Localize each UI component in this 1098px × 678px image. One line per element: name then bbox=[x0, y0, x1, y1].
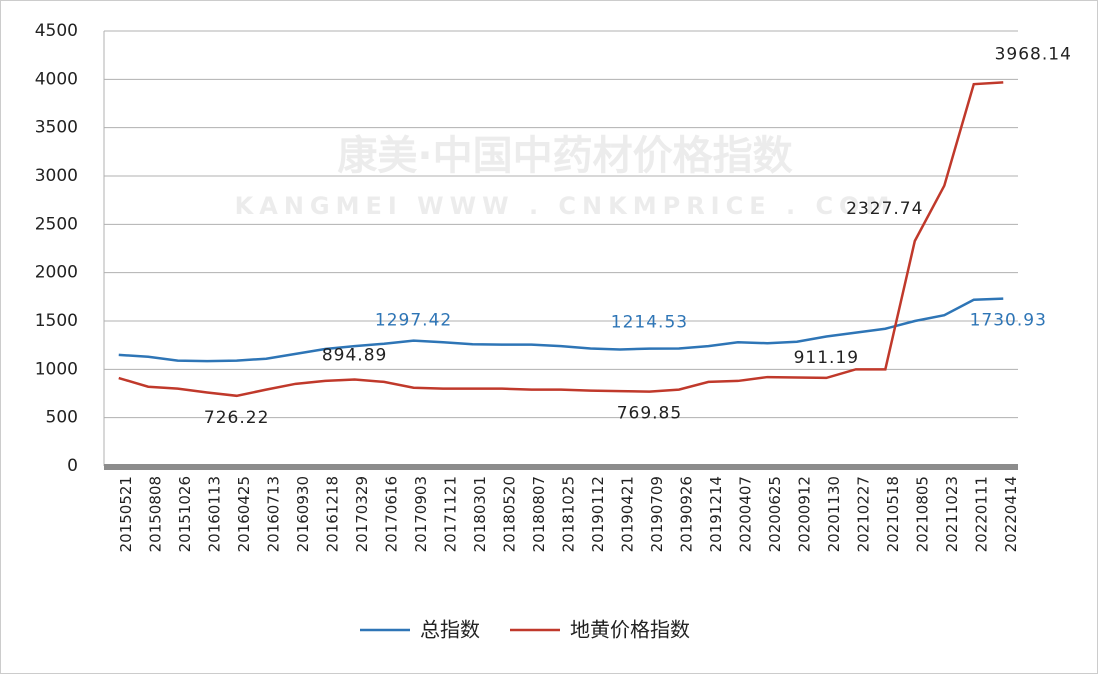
x-tick-label: 20190112 bbox=[589, 476, 607, 552]
y-tick-label: 1000 bbox=[35, 359, 78, 379]
x-tick-label: 20160113 bbox=[206, 476, 224, 552]
x-tick-label: 20200912 bbox=[795, 476, 813, 552]
data-label: 1297.42 bbox=[375, 311, 452, 331]
x-tick-label: 20190926 bbox=[677, 476, 695, 552]
x-tick-label: 20151026 bbox=[176, 476, 194, 552]
x-tick-label: 20170616 bbox=[383, 476, 401, 552]
x-tick-label: 20201130 bbox=[825, 476, 843, 552]
x-tick-label: 20181025 bbox=[560, 476, 578, 552]
series-line bbox=[118, 81, 1004, 398]
x-tick-label: 20150521 bbox=[117, 476, 135, 552]
y-tick-label: 2000 bbox=[35, 263, 78, 283]
x-tick-label: 20200407 bbox=[736, 476, 754, 552]
x-tick-label: 20190709 bbox=[648, 476, 666, 552]
y-tick-label: 3500 bbox=[35, 118, 78, 138]
x-tick-label: 20200625 bbox=[766, 476, 784, 552]
y-tick-label: 4000 bbox=[35, 69, 78, 89]
data-label: 726.22 bbox=[204, 408, 269, 428]
watermark: 康美·中国中药材价格指数 bbox=[337, 133, 792, 179]
x-tick-label: 20180807 bbox=[530, 476, 548, 552]
data-label: 769.85 bbox=[617, 404, 682, 424]
y-tick-label: 2500 bbox=[35, 214, 78, 234]
x-tick-label: 20210227 bbox=[854, 476, 872, 552]
watermark: KANGMEI WWW . CNKMPRICE . COM bbox=[235, 192, 896, 220]
x-tick-label: 20210805 bbox=[913, 476, 931, 552]
legend-label: 总指数 bbox=[420, 618, 480, 642]
x-tick-label: 20220111 bbox=[972, 476, 990, 552]
x-tick-label: 20180520 bbox=[501, 476, 519, 552]
data-label: 1214.53 bbox=[611, 313, 688, 333]
x-tick-label: 20150808 bbox=[147, 476, 165, 552]
y-tick-label: 3000 bbox=[35, 166, 78, 186]
x-tick-label: 20180301 bbox=[471, 476, 489, 552]
legend-label: 地黄价格指数 bbox=[570, 618, 690, 642]
x-tick-label: 20210518 bbox=[884, 476, 902, 552]
x-tick-label: 20160713 bbox=[265, 476, 283, 552]
data-label: 3968.14 bbox=[995, 44, 1072, 64]
data-label: 1730.93 bbox=[970, 311, 1047, 331]
x-tick-label: 20161218 bbox=[324, 476, 342, 552]
x-tick-label: 20220414 bbox=[1002, 476, 1020, 552]
x-tick-label: 20191214 bbox=[707, 476, 725, 552]
y-tick-label: 1500 bbox=[35, 311, 78, 331]
y-tick-label: 500 bbox=[46, 408, 78, 428]
x-tick-label: 20190421 bbox=[618, 476, 636, 552]
x-tick-label: 20211023 bbox=[943, 476, 961, 552]
x-tick-label: 20160425 bbox=[235, 476, 253, 552]
x-tick-label: 20160930 bbox=[294, 476, 312, 552]
data-label: 894.89 bbox=[322, 345, 387, 365]
y-tick-label: 4500 bbox=[35, 21, 78, 41]
series-line bbox=[118, 297, 1004, 363]
x-tick-label: 20170903 bbox=[412, 476, 430, 552]
data-label: 2327.74 bbox=[846, 199, 923, 219]
y-tick-label: 0 bbox=[67, 456, 78, 476]
x-tick-label: 20171121 bbox=[442, 476, 460, 552]
x-axis bbox=[104, 464, 1018, 470]
x-tick-label: 20170329 bbox=[353, 476, 371, 552]
data-label: 911.19 bbox=[794, 348, 859, 368]
